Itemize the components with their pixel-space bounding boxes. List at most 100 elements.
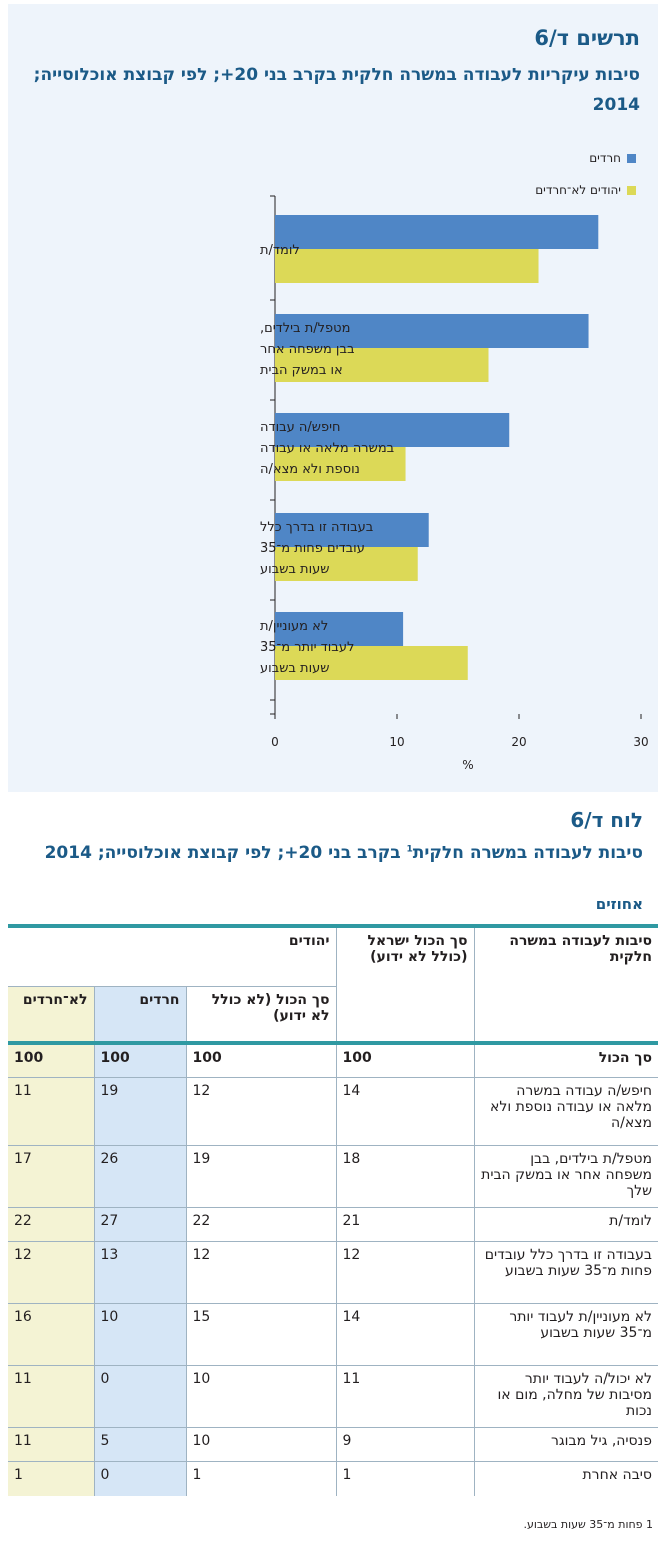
header-haredim: חרדים [93, 986, 186, 1043]
table-row: בעבודה זו בדרך כלל עובדים פחות מ־35 שעות… [8, 1241, 658, 1304]
row-value-israel: 21 [335, 1207, 474, 1242]
chart-panel: תרשים ד/6 סיבות עיקריות לעבודה במשרה חלק… [8, 4, 658, 792]
header-total-israel: סך הכול ישראל (כולל לא ידוע) [335, 924, 474, 987]
row-value-jews: 10 [185, 1427, 336, 1462]
row-label: מטפל/ת בילדים, בבן משפחה אחר או במשק הבי… [473, 1145, 658, 1208]
category-label: במשרה מלאה או עבודה [260, 441, 394, 456]
footnote: 1 פחות מ־35 שעות בשבוע. [523, 1518, 653, 1531]
row-value-jews: 10 [185, 1365, 336, 1428]
data-table: סיבות לעבודה במשרה חלקית סך הכול ישראל (… [8, 924, 658, 1496]
table-row: לומד/ת 21 22 27 22 [8, 1207, 658, 1242]
row-value-jews: 12 [185, 1241, 336, 1304]
row-label: בעבודה זו בדרך כלל עובדים פחות מ־35 שעות… [473, 1241, 658, 1304]
header-jews: יהודים [8, 924, 336, 987]
table-row: לא מעוניין/ת לעבוד יותר מ־35 שעות בשבוע 1… [8, 1303, 658, 1366]
category-label: לא מעוניין/ת [260, 619, 328, 634]
category-label: בעבודה זו בדרך כלל [260, 520, 373, 535]
bar-non-haredim [275, 646, 468, 680]
x-axis-label: % [462, 758, 473, 772]
row-value-haredim: 26 [93, 1145, 186, 1208]
row-label: לומד/ת [473, 1207, 658, 1242]
table-number: לוח ד/6 [570, 808, 643, 832]
header-jews-total: סך הכול (לא כולל לא ידוע) [185, 986, 336, 1043]
row-value-non-haredim: 11 [8, 1365, 94, 1428]
table-header-row: סיבות לעבודה במשרה חלקית סך הכול ישראל (… [8, 924, 658, 987]
bar-non-haredim [275, 547, 418, 581]
category-label: מטפל/ת בילדים, [260, 321, 350, 336]
x-tick-label: 10 [389, 735, 404, 749]
row-value-israel: 1 [335, 1461, 474, 1496]
legend-item-non-haredim: יהודים לא־חרדים [535, 174, 636, 206]
header-empty-1 [473, 986, 658, 1043]
row-value-israel: 12 [335, 1241, 474, 1304]
bar-haredim [275, 513, 429, 547]
row-value-israel: 18 [335, 1145, 474, 1208]
category-label: עובדים פחות מ־35 [260, 541, 365, 556]
legend-label-haredim: חרדים [589, 151, 621, 165]
table-title-rest: בקרב בני 20+; לפי קבוצת אוכלוסייה; 2014 [44, 843, 407, 863]
total-israel: 100 [335, 1041, 474, 1078]
total-jews: 100 [185, 1041, 336, 1078]
row-value-jews: 15 [185, 1303, 336, 1366]
table-row: מטפל/ת בילדים, בבן משפחה אחר או במשק הבי… [8, 1145, 658, 1208]
header-empty-2 [335, 986, 474, 1043]
bar-non-haredim [275, 348, 489, 382]
bar-haredim [275, 612, 404, 646]
row-value-non-haredim: 17 [8, 1145, 94, 1208]
bar-non-haredim [275, 249, 539, 283]
row-value-haredim: 10 [93, 1303, 186, 1366]
table-total-row: סך הכול 100 100 100 100 [8, 1041, 658, 1078]
legend-swatch-haredim [627, 153, 636, 163]
total-non-haredim: 100 [8, 1041, 94, 1078]
row-value-non-haredim: 11 [8, 1077, 94, 1146]
row-value-haredim: 19 [93, 1077, 186, 1146]
legend-label-non-haredim: יהודים לא־חרדים [535, 183, 621, 197]
category-label: לומד/ת [260, 243, 300, 258]
bar-haredim [275, 215, 599, 249]
table-row: לא יכול/ה לעבוד יותר מסיבות של מחלה, מום… [8, 1365, 658, 1428]
row-value-israel: 11 [335, 1365, 474, 1428]
table-title-main: סיבות לעבודה במשרה חלקית [412, 843, 643, 863]
bar-non-haredim [275, 447, 406, 481]
total-haredim: 100 [93, 1041, 186, 1078]
header-reason: סיבות לעבודה במשרה חלקית [473, 924, 658, 987]
row-label: חיפש/ה עבודה במשרה מלאה או עבודה נוספת ו… [473, 1077, 658, 1146]
row-value-jews: 22 [185, 1207, 336, 1242]
bar-haredim [275, 314, 589, 348]
row-value-israel: 14 [335, 1303, 474, 1366]
row-value-non-haredim: 12 [8, 1241, 94, 1304]
table-row: חיפש/ה עבודה במשרה מלאה או עבודה נוספת ו… [8, 1077, 658, 1146]
chart-title: סיבות עיקריות לעבודה במשרה חלקית בקרב בנ… [33, 65, 640, 115]
table-body: חיפש/ה עבודה במשרה מלאה או עבודה נוספת ו… [8, 1077, 658, 1496]
header-non-haredim: לא־חרדים [8, 986, 94, 1043]
table-row: פנסיה, גיל מבוגר 9 10 5 11 [8, 1427, 658, 1462]
row-label: סיבה אחרת [473, 1461, 658, 1496]
row-value-haredim: 13 [93, 1241, 186, 1304]
row-value-haredim: 0 [93, 1461, 186, 1496]
row-label: פנסיה, גיל מבוגר [473, 1427, 658, 1462]
row-value-jews: 12 [185, 1077, 336, 1146]
bar-chart: 0 10 20 30% לומד/ת מטפל/ת בילדים, בבן משפחה אח… [260, 195, 649, 772]
category-label: בבן משפחה אחר [260, 342, 355, 357]
chart-legend: חרדים יהודים לא־חרדים [535, 142, 636, 206]
row-value-israel: 14 [335, 1077, 474, 1146]
row-value-non-haredim: 16 [8, 1303, 94, 1366]
row-label: לא מעוניין/ת לעבוד יותר מ־35 שעות בשבוע [473, 1303, 658, 1366]
x-tick-label: 20 [511, 735, 526, 749]
row-value-non-haredim: 11 [8, 1427, 94, 1462]
total-label: סך הכול [473, 1041, 658, 1078]
row-value-non-haredim: 22 [8, 1207, 94, 1242]
category-label: שעות בשבוע [260, 562, 330, 577]
table-title: סיבות לעבודה במשרה חלקית1 בקרב בני 20+; … [13, 843, 643, 863]
category-label: שעות בשבוע [260, 661, 330, 676]
category-label: או במשק הבית [260, 363, 343, 378]
row-value-non-haredim: 1 [8, 1461, 94, 1496]
table-units: אחוזים [595, 895, 643, 913]
chart-number: תרשים ד/6 [534, 26, 640, 50]
table-title-footnote-mark: 1 [406, 844, 413, 855]
category-label: נוספת ולא מצא/ה [260, 462, 360, 477]
x-tick-label: 30 [633, 735, 648, 749]
table-subheader-row: סך הכול (לא כולל לא ידוע) חרדים לא־חרדים [8, 986, 658, 1043]
row-value-jews: 19 [185, 1145, 336, 1208]
row-value-haredim: 0 [93, 1365, 186, 1428]
